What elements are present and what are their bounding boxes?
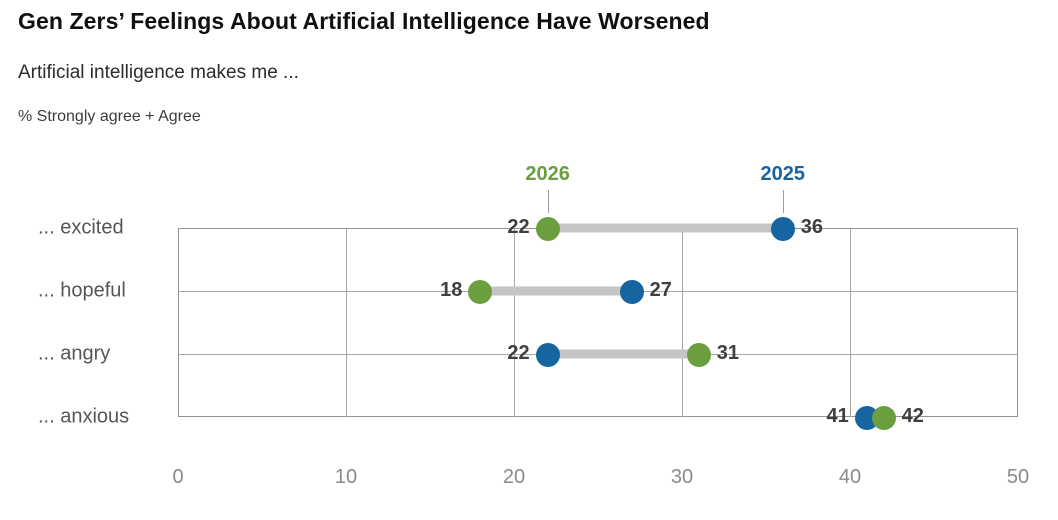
x-axis-label-20: 20 (502, 466, 526, 488)
category-label-excited: ... excited (38, 216, 124, 239)
x-axis-label-10: 10 (334, 466, 358, 488)
value-label-high-hopeful: 27 (649, 279, 672, 302)
dot-2026-hopeful (468, 279, 493, 304)
value-label-high-excited: 36 (800, 216, 824, 239)
value-label-low-anxious: 41 (826, 405, 849, 428)
legend-label-2026: 2026 (525, 163, 570, 185)
value-label-high-angry: 31 (716, 342, 740, 365)
gridline-v-10 (346, 228, 347, 417)
connector-angry (547, 349, 699, 359)
value-label-low-excited: 22 (507, 216, 530, 239)
dot-2025-excited (770, 216, 795, 241)
value-label-low-angry: 22 (507, 342, 530, 365)
gridline-v-40 (850, 228, 851, 417)
gridline-v-30 (682, 228, 683, 417)
chart-subtitle: Artificial intelligence makes me ... (18, 62, 299, 83)
x-axis-label-40: 40 (838, 466, 862, 488)
legend-label-2025: 2025 (760, 163, 806, 185)
chart-units-note: % Strongly agree + Agree (18, 108, 201, 125)
category-label-anxious: ... anxious (38, 405, 130, 428)
x-axis-label-50: 50 (1006, 466, 1030, 488)
plot-frame (178, 228, 1018, 417)
x-axis-label-0: 0 (172, 466, 184, 488)
connector-hopeful (480, 286, 632, 296)
legend-tick-2025 (783, 190, 784, 213)
dot-2025-angry (535, 342, 560, 367)
dot-2025-hopeful (619, 279, 644, 304)
dot-2026-anxious (871, 405, 896, 430)
gridline-v-20 (514, 228, 515, 417)
x-axis-label-30: 30 (670, 466, 694, 488)
category-label-hopeful: ... hopeful (38, 279, 126, 302)
value-label-high-anxious: 42 (901, 405, 924, 428)
legend-tick-2026 (548, 190, 549, 213)
chart-title: Gen Zers’ Feelings About Artificial Inte… (18, 8, 710, 34)
dot-2026-excited (535, 216, 560, 241)
category-label-angry: ... angry (38, 342, 111, 365)
connector-excited (547, 223, 783, 233)
dot-2026-angry (686, 342, 711, 367)
value-label-low-hopeful: 18 (440, 279, 463, 302)
